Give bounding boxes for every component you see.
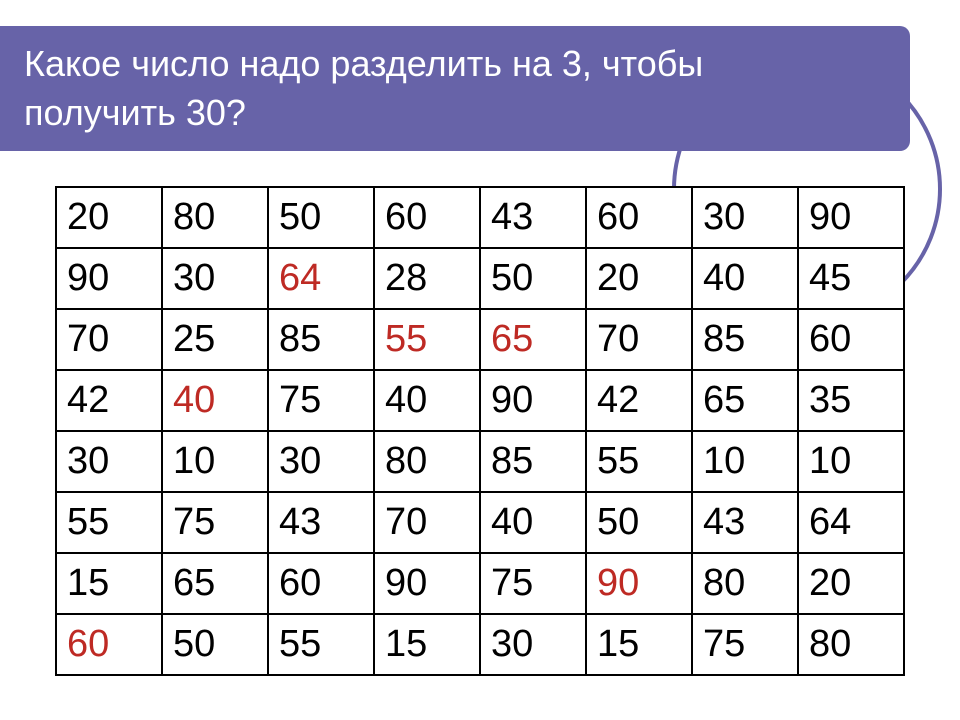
table-cell: 30 [56,431,162,492]
table-cell: 65 [162,553,268,614]
table-cell: 90 [586,553,692,614]
table-cell: 70 [374,492,480,553]
table-cell: 75 [268,370,374,431]
table-cell: 90 [480,370,586,431]
table-cell: 25 [162,309,268,370]
table-cell: 75 [692,614,798,675]
table-cell: 30 [480,614,586,675]
table-cell: 43 [268,492,374,553]
table-cell: 40 [374,370,480,431]
table-cell: 20 [586,248,692,309]
table-cell: 60 [56,614,162,675]
table-row: 7025855565708560 [56,309,904,370]
table-cell: 75 [480,553,586,614]
number-table: 2080506043603090903064285020404570258555… [55,186,905,676]
table-cell: 15 [374,614,480,675]
table-row: 3010308085551010 [56,431,904,492]
table-cell: 70 [56,309,162,370]
table-cell: 80 [374,431,480,492]
table-row: 1565609075908020 [56,553,904,614]
table-cell: 20 [798,553,904,614]
table-cell: 50 [162,614,268,675]
table-cell: 35 [798,370,904,431]
table-row: 4240754090426535 [56,370,904,431]
table-row: 9030642850204045 [56,248,904,309]
table-cell: 60 [586,187,692,248]
table-cell: 50 [268,187,374,248]
table-cell: 30 [268,431,374,492]
table-cell: 64 [798,492,904,553]
table-cell: 90 [56,248,162,309]
table-cell: 55 [56,492,162,553]
table-cell: 85 [480,431,586,492]
table-cell: 60 [268,553,374,614]
slide-title-text: Какое число надо разделить на 3, чтобы п… [24,43,703,133]
table-cell: 85 [692,309,798,370]
table-cell: 80 [798,614,904,675]
table-cell: 30 [692,187,798,248]
table-cell: 80 [162,187,268,248]
table-cell: 15 [586,614,692,675]
table-cell: 42 [56,370,162,431]
table-cell: 42 [586,370,692,431]
table-cell: 28 [374,248,480,309]
table-cell: 85 [268,309,374,370]
table-cell: 65 [480,309,586,370]
table-cell: 55 [268,614,374,675]
table-cell: 90 [798,187,904,248]
table-cell: 64 [268,248,374,309]
table-cell: 80 [692,553,798,614]
table-cell: 43 [692,492,798,553]
table-cell: 55 [586,431,692,492]
table-cell: 50 [480,248,586,309]
table-cell: 20 [56,187,162,248]
table-cell: 70 [586,309,692,370]
table-cell: 40 [162,370,268,431]
slide: Какое число надо разделить на 3, чтобы п… [0,26,960,720]
table-cell: 43 [480,187,586,248]
table-cell: 90 [374,553,480,614]
table-cell: 30 [162,248,268,309]
table-cell: 75 [162,492,268,553]
slide-title: Какое число надо разделить на 3, чтобы п… [0,26,910,151]
table-cell: 40 [692,248,798,309]
table-cell: 45 [798,248,904,309]
table-cell: 60 [374,187,480,248]
table-cell: 15 [56,553,162,614]
table-cell: 50 [586,492,692,553]
table-row: 5575437040504364 [56,492,904,553]
table-cell: 40 [480,492,586,553]
table-row: 6050551530157580 [56,614,904,675]
table-cell: 10 [798,431,904,492]
table-cell: 65 [692,370,798,431]
table-cell: 55 [374,309,480,370]
table-cell: 10 [162,431,268,492]
table-cell: 60 [798,309,904,370]
table-cell: 10 [692,431,798,492]
table-row: 2080506043603090 [56,187,904,248]
content-area: 2080506043603090903064285020404570258555… [55,186,905,676]
